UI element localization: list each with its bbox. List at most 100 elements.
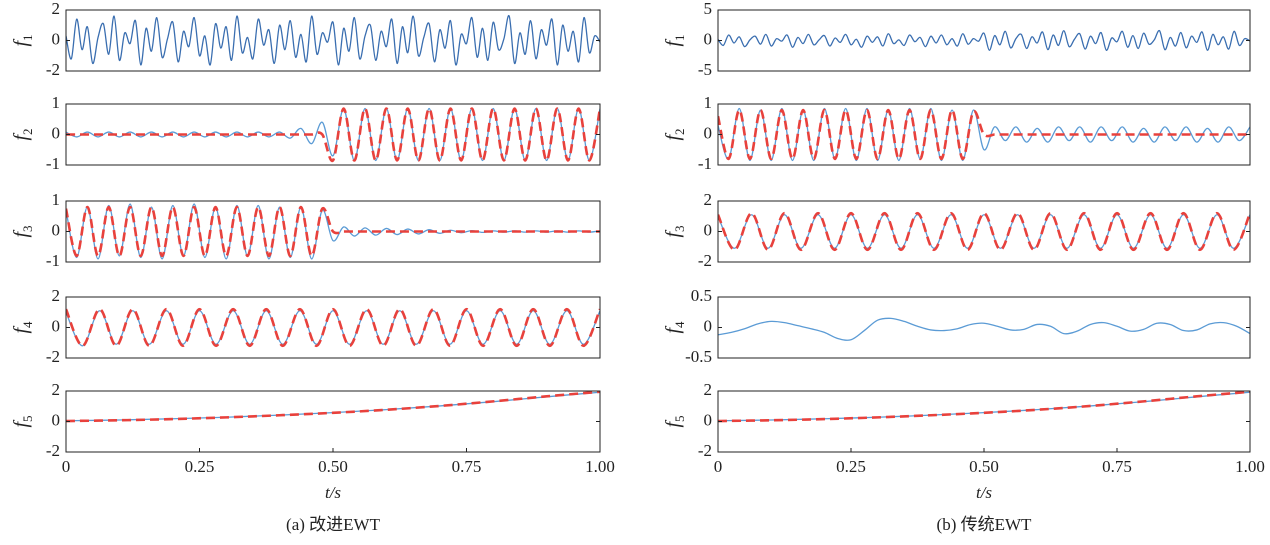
series-group <box>66 391 600 423</box>
y-tick-label: -1 <box>46 154 60 173</box>
y-tick-label: 0 <box>704 410 713 429</box>
x-axis-label: t/s <box>976 483 992 502</box>
series-group <box>66 15 600 66</box>
x-tick-label: 1.00 <box>585 457 615 476</box>
y-tick-label: 2 <box>52 0 61 18</box>
y-label-symbol: f <box>662 39 684 47</box>
y-tick-label: 0.5 <box>691 286 712 305</box>
series-group <box>718 317 1250 341</box>
y-label-subscript: 3 <box>672 225 687 232</box>
y-label-subscript: 1 <box>672 34 687 41</box>
plot-frame <box>65 296 601 359</box>
series-group <box>718 29 1250 51</box>
series-group <box>66 307 600 348</box>
dashed-line <box>66 205 600 258</box>
y-label-symbol: f <box>662 230 684 238</box>
y-label-symbol: f <box>662 133 684 141</box>
signal-line <box>718 29 1250 51</box>
plot-frame <box>717 9 1251 72</box>
y-label-symbol: f <box>10 39 32 47</box>
dashed-line <box>718 108 1250 161</box>
y-label-subscript: 2 <box>672 128 687 135</box>
y-tick-label: 2 <box>52 380 61 399</box>
y-tick-label: 2 <box>52 286 61 305</box>
y-axis-label: f2 <box>662 128 688 140</box>
y-tick-label: 0 <box>704 29 713 48</box>
x-tick-label: 1.00 <box>1235 457 1265 476</box>
y-tick-label: 0 <box>52 220 61 239</box>
y-label-symbol: f <box>10 133 32 141</box>
y-tick-label: -2 <box>698 441 712 460</box>
y-tick-label: -2 <box>698 251 712 270</box>
y-tick-label: 0 <box>704 316 713 335</box>
y-axis-label: f5 <box>10 415 36 427</box>
y-tick-label: 5 <box>704 0 713 18</box>
y-tick-label: 0 <box>52 410 61 429</box>
plot-frame <box>717 200 1251 263</box>
dashed-line <box>66 391 600 423</box>
y-tick-label: 0 <box>52 123 61 142</box>
y-label-symbol: f <box>10 326 32 334</box>
series-group <box>718 107 1250 162</box>
y-tick-label: 0 <box>704 220 713 239</box>
y-axis-label: f3 <box>662 225 688 237</box>
dashed-line <box>66 107 600 163</box>
y-tick-label: -2 <box>46 60 60 79</box>
y-axis-label: f2 <box>10 128 36 140</box>
series-group <box>718 391 1250 423</box>
y-tick-label: 0 <box>704 123 713 142</box>
caption: (a) 改进EWT <box>286 515 381 534</box>
y-label-subscript: 4 <box>672 321 687 328</box>
y-tick-label: -1 <box>698 154 712 173</box>
y-label-subscript: 4 <box>20 321 35 328</box>
dashed-line <box>66 307 600 348</box>
y-axis-label: f4 <box>10 321 36 334</box>
y-axis-label: f3 <box>10 225 36 237</box>
y-tick-label: -2 <box>46 347 60 366</box>
y-axis-label: f5 <box>662 415 688 427</box>
y-tick-label: 0 <box>52 29 61 48</box>
series-group <box>718 211 1250 252</box>
x-tick-label: 0.75 <box>452 457 482 476</box>
y-tick-label: -0.5 <box>685 347 712 366</box>
signal-line <box>66 15 600 66</box>
y-label-symbol: f <box>662 326 684 334</box>
y-axis-label: f1 <box>662 34 688 46</box>
signal-line <box>718 317 1250 341</box>
plot-frame <box>65 9 601 72</box>
y-label-subscript: 2 <box>20 128 35 135</box>
y-tick-label: -5 <box>698 60 712 79</box>
y-label-subscript: 5 <box>672 415 687 422</box>
x-tick-label: 0.50 <box>318 457 348 476</box>
dashed-line <box>718 391 1250 423</box>
caption: (b) 传统EWT <box>937 515 1033 534</box>
y-label-symbol: f <box>10 230 32 238</box>
y-tick-label: -1 <box>46 251 60 270</box>
signal-line <box>718 391 1250 422</box>
y-tick-label: 2 <box>704 190 713 209</box>
x-tick-label: 0.25 <box>836 457 866 476</box>
x-axis-label: t/s <box>325 483 341 502</box>
x-tick-label: 0.50 <box>969 457 999 476</box>
x-tick-label: 0.25 <box>185 457 215 476</box>
y-tick-label: 2 <box>704 380 713 399</box>
y-label-symbol: f <box>10 420 32 428</box>
dashed-line <box>718 211 1250 252</box>
y-tick-label: 1 <box>704 93 713 112</box>
y-axis-label: f4 <box>662 321 688 334</box>
series-group <box>66 203 600 260</box>
y-label-subscript: 3 <box>20 225 35 232</box>
y-tick-label: 1 <box>52 93 61 112</box>
y-tick-label: -2 <box>46 441 60 460</box>
signal-line <box>66 391 600 422</box>
y-tick-label: 0 <box>52 316 61 335</box>
x-tick-label: 0.75 <box>1102 457 1132 476</box>
y-label-symbol: f <box>662 420 684 428</box>
plot-frame <box>717 296 1251 359</box>
y-label-subscript: 1 <box>20 34 35 41</box>
y-tick-label: 1 <box>52 190 61 209</box>
y-label-subscript: 5 <box>20 415 35 422</box>
x-tick-label: 0 <box>62 457 71 476</box>
